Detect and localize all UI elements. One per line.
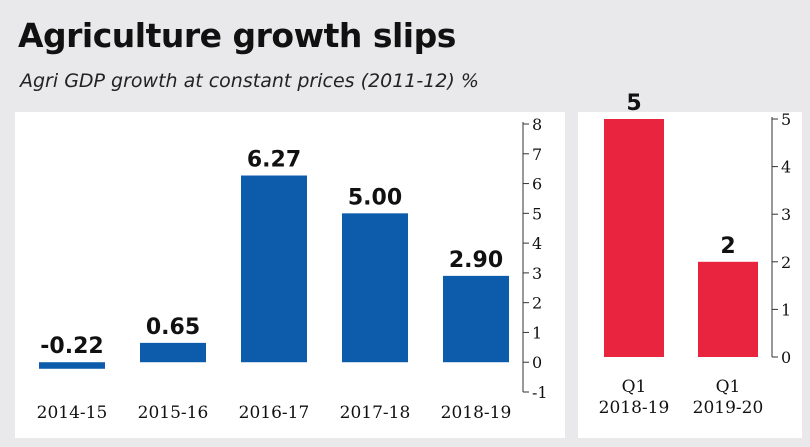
quarterly-value-label: 2	[720, 234, 735, 259]
annual-bar	[140, 342, 206, 363]
annual-tick-label: 6	[532, 175, 542, 194]
quarterly-tick-label: 2	[781, 253, 791, 272]
quarterly-tick-label: 1	[781, 300, 791, 319]
annual-category-label: 2015-16	[138, 403, 209, 423]
annual-value-label: -0.22	[40, 334, 103, 359]
chart-subtitle: Agri GDP growth at constant prices (2011…	[20, 70, 479, 92]
annual-value-label: 5.00	[348, 185, 402, 210]
annual-tick-label: 7	[532, 145, 542, 164]
annual-tick-label: -1	[532, 383, 548, 402]
quarterly-category-label: Q1	[716, 377, 741, 397]
annual-tick-label: 0	[532, 353, 542, 372]
annual-tick-label: 8	[532, 115, 542, 134]
quarterly-bar	[604, 119, 664, 357]
annual-value-label: 6.27	[247, 148, 301, 173]
annual-category-label: 2017-18	[340, 403, 411, 423]
annual-category-label: 2018-19	[441, 403, 512, 423]
quarterly-tick-label: 4	[781, 158, 791, 177]
annual-tick-label: 3	[532, 264, 542, 283]
quarterly-category-label: Q1	[622, 377, 647, 397]
annual-bar	[342, 213, 408, 363]
quarterly-value-label: 5	[626, 91, 641, 116]
quarterly-category-label: 2019-20	[693, 398, 764, 418]
annual-chart: -1 0 1 2 3 4 5 6 7 8 -0.22 2014-15 0.65 2015-16 6.27 20…	[37, 115, 548, 423]
annual-category-label: 2016-17	[239, 403, 310, 423]
annual-tick-label: 5	[532, 204, 542, 223]
annual-bar	[39, 362, 105, 369]
annual-tick-label: 1	[532, 323, 542, 342]
annual-bar	[443, 275, 509, 363]
quarterly-bar	[698, 261, 758, 357]
annual-tick-label: 2	[532, 294, 542, 313]
annual-tick-label: 4	[532, 234, 542, 253]
quarterly-category-label: 2018-19	[599, 398, 670, 418]
quarterly-tick-label: 5	[781, 110, 791, 129]
annual-value-label: 2.90	[449, 248, 503, 273]
annual-category-label: 2014-15	[37, 403, 108, 423]
annual-bar	[241, 175, 307, 363]
annual-value-label: 0.65	[146, 315, 200, 340]
chart-title: Agriculture growth slips	[18, 16, 456, 55]
quarterly-tick-label: 3	[781, 205, 791, 224]
quarterly-tick-label: 0	[781, 348, 791, 367]
